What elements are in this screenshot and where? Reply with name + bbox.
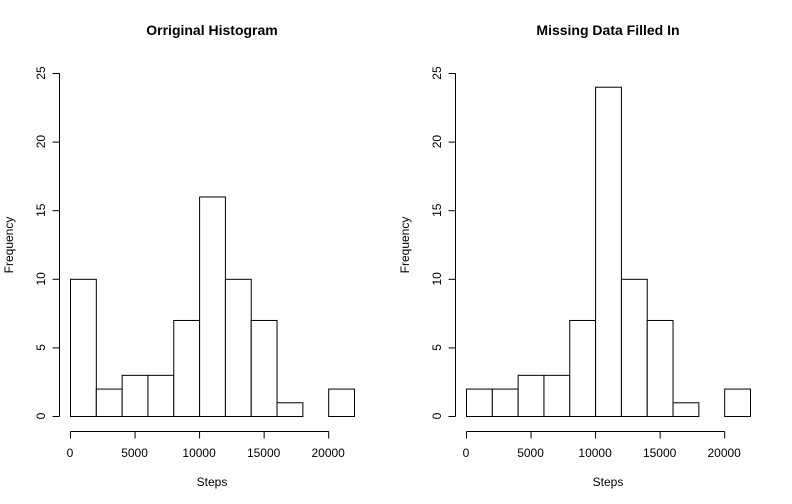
- histogram-panel-filled: Missing Data Filled In Steps Frequency 0…: [398, 22, 752, 489]
- bars: [466, 86, 752, 417]
- y-tick-label: 10: [34, 272, 48, 286]
- x-tick-label: 5000: [121, 446, 148, 460]
- histogram-bar: [646, 319, 674, 417]
- y-axis: 0 5 10 15 20 25: [430, 66, 456, 419]
- y-tick-label: 20: [34, 135, 48, 149]
- y-tick-label: 15: [430, 203, 444, 217]
- histogram-panel-original: Orriginal Histogram Steps Frequency 0 500…: [2, 22, 356, 489]
- y-tick-label: 5: [34, 344, 48, 351]
- y-tick-label: 15: [34, 203, 48, 217]
- histogram-bar: [672, 402, 700, 417]
- y-axis-label: Frequency: [2, 217, 16, 274]
- histogram-bar: [466, 388, 493, 417]
- x-tick-label: 20000: [707, 446, 741, 460]
- histogram-bar: [173, 319, 201, 417]
- histogram-bar: [147, 374, 175, 417]
- y-tick-label: 25: [34, 66, 48, 80]
- x-axis: 0 5000 10000 15000 20000: [463, 431, 741, 460]
- chart-title: Orriginal Histogram: [146, 22, 277, 38]
- histogram-bar: [95, 388, 123, 417]
- x-tick-label: 10000: [578, 446, 612, 460]
- chart-title: Missing Data Filled In: [536, 22, 679, 38]
- histogram-bar: [199, 196, 226, 417]
- histogram-bar: [328, 388, 356, 417]
- histogram-bar: [569, 319, 597, 417]
- histogram-bar: [276, 402, 304, 417]
- y-tick-label: 0: [430, 412, 444, 419]
- y-tick-label: 5: [430, 344, 444, 351]
- x-tick-label: 0: [463, 446, 470, 460]
- x-tick-label: 5000: [517, 446, 544, 460]
- x-tick-label: 0: [67, 446, 74, 460]
- x-tick-label: 20000: [311, 446, 345, 460]
- histogram-bar: [543, 374, 571, 417]
- histogram-bar: [224, 278, 252, 417]
- y-axis: 0 5 10 15 20 25: [34, 66, 60, 419]
- x-tick-label: 15000: [643, 446, 677, 460]
- x-axis-label: Steps: [197, 475, 228, 489]
- histogram-bar: [595, 86, 622, 417]
- y-tick-label: 25: [430, 66, 444, 80]
- histogram-bar: [620, 278, 648, 417]
- x-axis-label: Steps: [593, 475, 624, 489]
- x-axis: 0 5000 10000 15000 20000: [67, 431, 345, 460]
- y-tick-label: 10: [430, 272, 444, 286]
- bars: [70, 196, 356, 417]
- histogram-bar: [121, 374, 149, 417]
- x-tick-label: 10000: [182, 446, 216, 460]
- y-tick-label: 0: [34, 412, 48, 419]
- histogram-bar: [250, 319, 278, 417]
- histogram-bar: [491, 388, 519, 417]
- histogram-bar: [724, 388, 752, 417]
- histogram-bar: [70, 278, 97, 417]
- x-tick-label: 15000: [247, 446, 281, 460]
- y-tick-label: 20: [430, 135, 444, 149]
- histogram-bar: [517, 374, 545, 417]
- y-axis-label: Frequency: [398, 217, 412, 274]
